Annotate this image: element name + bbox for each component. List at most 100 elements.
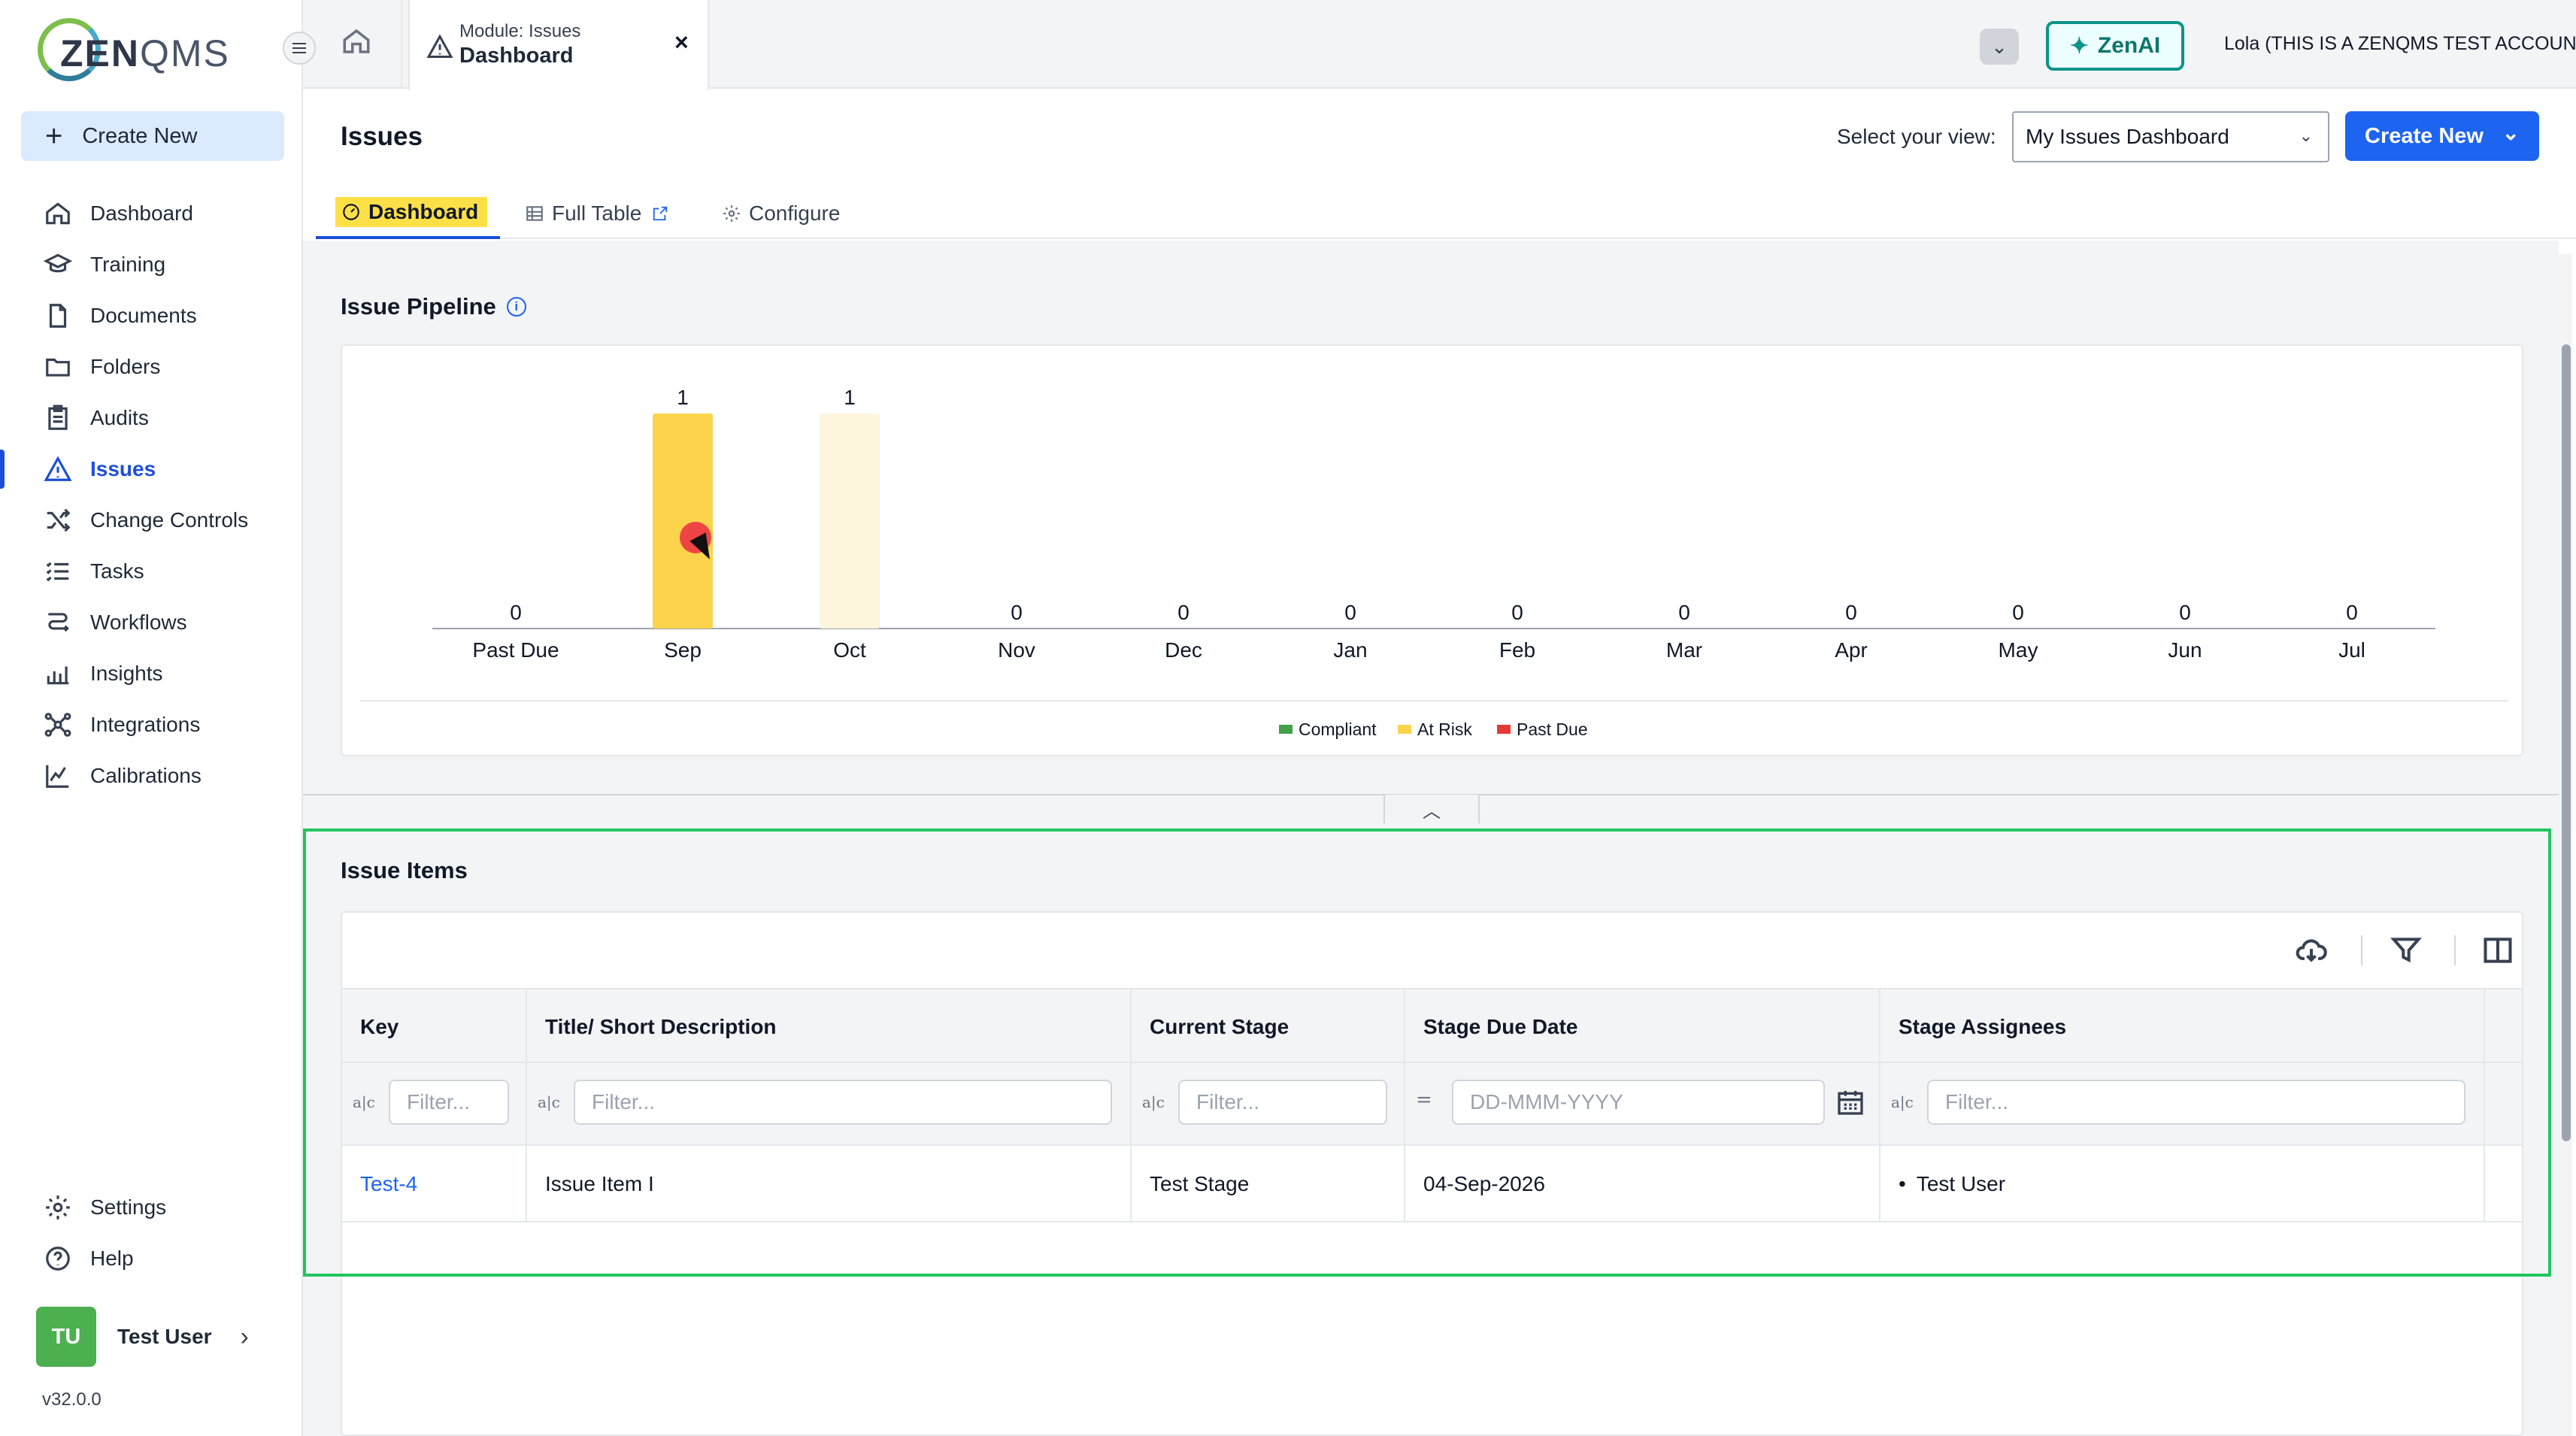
bar-value-label: 0 bbox=[1011, 601, 1023, 624]
filter-input-due-date[interactable]: DD-MMM-YYYY bbox=[1452, 1080, 1825, 1125]
sidebar-item-change-controls[interactable]: Change Controls bbox=[0, 495, 303, 546]
filter-input-assignees[interactable]: Filter... bbox=[1927, 1080, 2465, 1125]
sidebar-item-audits[interactable]: Audits bbox=[0, 392, 303, 444]
sidebar-item-tasks[interactable]: Tasks bbox=[0, 546, 303, 597]
sidebar-item-help[interactable]: Help bbox=[0, 1233, 303, 1284]
column-header-stage-assignees[interactable]: Stage Assignees bbox=[1880, 989, 2485, 1065]
sidebar-item-training[interactable]: Training bbox=[0, 239, 303, 290]
sidebar: ZENQMS + Create New Dashboard Training D… bbox=[0, 0, 303, 1436]
filter-input-key[interactable]: Filter... bbox=[389, 1080, 509, 1125]
user-profile-button[interactable]: TU Test User › bbox=[36, 1307, 249, 1367]
toolbar-divider bbox=[2454, 935, 2456, 965]
logo-text: ZENQMS bbox=[60, 32, 230, 74]
sidebar-item-issues[interactable]: Issues bbox=[0, 444, 303, 495]
info-icon[interactable]: i bbox=[506, 297, 526, 317]
filter-cell-due-date: = DD-MMM-YYYY bbox=[1405, 1063, 1880, 1146]
x-tick-label: Mar bbox=[1666, 638, 1702, 662]
legend-label: Past Due bbox=[1517, 720, 1588, 739]
column-header-stage-due-date[interactable]: Stage Due Date bbox=[1405, 989, 1880, 1065]
filter-cell-title: a|c Filter... bbox=[527, 1063, 1132, 1146]
zenai-button[interactable]: ✦ ZenAI bbox=[2046, 21, 2184, 71]
sparkle-icon: ✦ bbox=[2069, 33, 2089, 59]
view-select-value: My Issues Dashboard bbox=[2026, 125, 2229, 148]
sidebar-item-folders[interactable]: Folders bbox=[0, 341, 303, 392]
issue-pipeline-title: Issue Pipeline i bbox=[341, 293, 526, 320]
x-tick-label: Nov bbox=[998, 638, 1035, 662]
clipboard-icon bbox=[48, 404, 68, 430]
filter-input-title[interactable]: Filter... bbox=[574, 1080, 1112, 1125]
text-filter-type-icon[interactable]: a|c bbox=[538, 1093, 560, 1111]
bar-value-label: 0 bbox=[2346, 601, 2358, 624]
tabs-dropdown-button[interactable]: ⌄ bbox=[1980, 29, 2019, 65]
tab-dashboard[interactable]: Dashboard bbox=[316, 188, 500, 239]
issue-items-title: Issue Items bbox=[341, 857, 468, 883]
row-key-link[interactable]: Test-4 bbox=[342, 1146, 527, 1222]
scrollbar-thumb[interactable] bbox=[2562, 344, 2571, 1141]
sidebar-item-settings[interactable]: Settings bbox=[0, 1182, 303, 1233]
view-select-label: Select your view: bbox=[1837, 125, 1996, 148]
bar-value-label: 0 bbox=[1511, 601, 1523, 624]
issue-items-table: Key Title/ Short Description Current Sta… bbox=[341, 911, 2523, 1436]
bar-chart-icon bbox=[47, 666, 69, 685]
issue-pipeline-label: Issue Pipeline bbox=[341, 293, 496, 320]
tab-configure[interactable]: Configure bbox=[722, 188, 840, 239]
text-filter-type-icon[interactable]: a|c bbox=[353, 1093, 375, 1111]
sidebar-toggle-button[interactable] bbox=[283, 32, 316, 65]
top-bar: Module: Issues Dashboard × ⌄ ✦ ZenAI Lol… bbox=[303, 0, 2576, 90]
filter-button[interactable] bbox=[2390, 934, 2426, 970]
sidebar-nav: Dashboard Training Documents Folders Aud… bbox=[0, 188, 303, 801]
main-scrollbar[interactable] bbox=[2559, 254, 2572, 1436]
graduation-cap-icon bbox=[44, 253, 72, 273]
sidebar-item-calibrations[interactable]: Calibrations bbox=[0, 750, 303, 801]
module-tab-issues-dashboard[interactable]: Module: Issues Dashboard × bbox=[408, 0, 709, 90]
home-tab[interactable] bbox=[341, 26, 378, 63]
equals-operator-icon[interactable]: = bbox=[1416, 1089, 1432, 1111]
sidebar-item-documents[interactable]: Documents bbox=[0, 290, 303, 341]
x-tick-label: Dec bbox=[1165, 638, 1202, 662]
sidebar-item-insights[interactable]: Insights bbox=[0, 648, 303, 699]
external-link-icon bbox=[653, 206, 668, 221]
create-new-button[interactable]: Create New ⌄ bbox=[2345, 111, 2539, 161]
tab-full-table[interactable]: Full Table bbox=[525, 188, 668, 239]
columns-button[interactable] bbox=[2481, 934, 2517, 970]
sidebar-item-label: Insights bbox=[90, 662, 163, 685]
text-filter-type-icon[interactable]: a|c bbox=[1142, 1093, 1165, 1111]
shuffle-icon bbox=[47, 508, 71, 532]
click-indicator bbox=[680, 522, 711, 553]
sidebar-item-label: Folders bbox=[90, 355, 161, 378]
column-header-current-stage[interactable]: Current Stage bbox=[1132, 989, 1405, 1065]
column-header-title[interactable]: Title/ Short Description bbox=[527, 989, 1132, 1065]
filter-input-stage[interactable]: Filter... bbox=[1178, 1080, 1387, 1125]
table-row[interactable]: Test-4 Issue Item I Test Stage 04-Sep-20… bbox=[342, 1146, 2522, 1222]
chevron-up-icon: ︿ bbox=[1423, 801, 1441, 822]
view-select[interactable]: My Issues Dashboard ⌄ bbox=[2012, 111, 2329, 162]
bar-value-label: 0 bbox=[1177, 601, 1190, 624]
x-tick-label: Apr bbox=[1835, 638, 1868, 662]
sidebar-item-label: Dashboard bbox=[90, 201, 193, 225]
x-tick-label: Jan bbox=[1333, 638, 1367, 662]
bar-value-label: 1 bbox=[677, 386, 689, 409]
download-button[interactable] bbox=[2295, 934, 2331, 970]
x-tick-label: Jun bbox=[2168, 638, 2202, 662]
close-icon[interactable]: × bbox=[674, 29, 689, 56]
tab-dashboard-label: Dashboard bbox=[368, 200, 479, 223]
collapse-chart-button[interactable]: ︿ bbox=[1383, 795, 1480, 823]
calendar-svg bbox=[1838, 1091, 1863, 1115]
text-filter-type-icon[interactable]: a|c bbox=[1891, 1093, 1914, 1111]
checklist-icon bbox=[46, 562, 69, 582]
sidebar-item-workflows[interactable]: Workflows bbox=[0, 597, 303, 648]
column-header-key[interactable]: Key bbox=[342, 989, 527, 1065]
dashboard-gauge-icon bbox=[343, 204, 359, 220]
sidebar-create-new-button[interactable]: + Create New bbox=[21, 111, 284, 161]
tab-divider bbox=[401, 0, 402, 89]
zenqms-logo[interactable]: ZENQMS bbox=[38, 15, 229, 83]
sidebar-item-dashboard[interactable]: Dashboard bbox=[0, 188, 303, 239]
calendar-icon[interactable] bbox=[1835, 1086, 1865, 1119]
page-title: Issues bbox=[341, 122, 423, 151]
columns-icon bbox=[2484, 938, 2512, 963]
folder-icon bbox=[46, 358, 70, 377]
line-chart-icon bbox=[46, 765, 69, 788]
module-tab-subtitle: Module: Issues bbox=[459, 21, 581, 41]
sidebar-item-integrations[interactable]: Integrations bbox=[0, 699, 303, 750]
account-name[interactable]: Lola (THIS IS A ZENQMS TEST ACCOUNT) bbox=[2224, 33, 2576, 54]
